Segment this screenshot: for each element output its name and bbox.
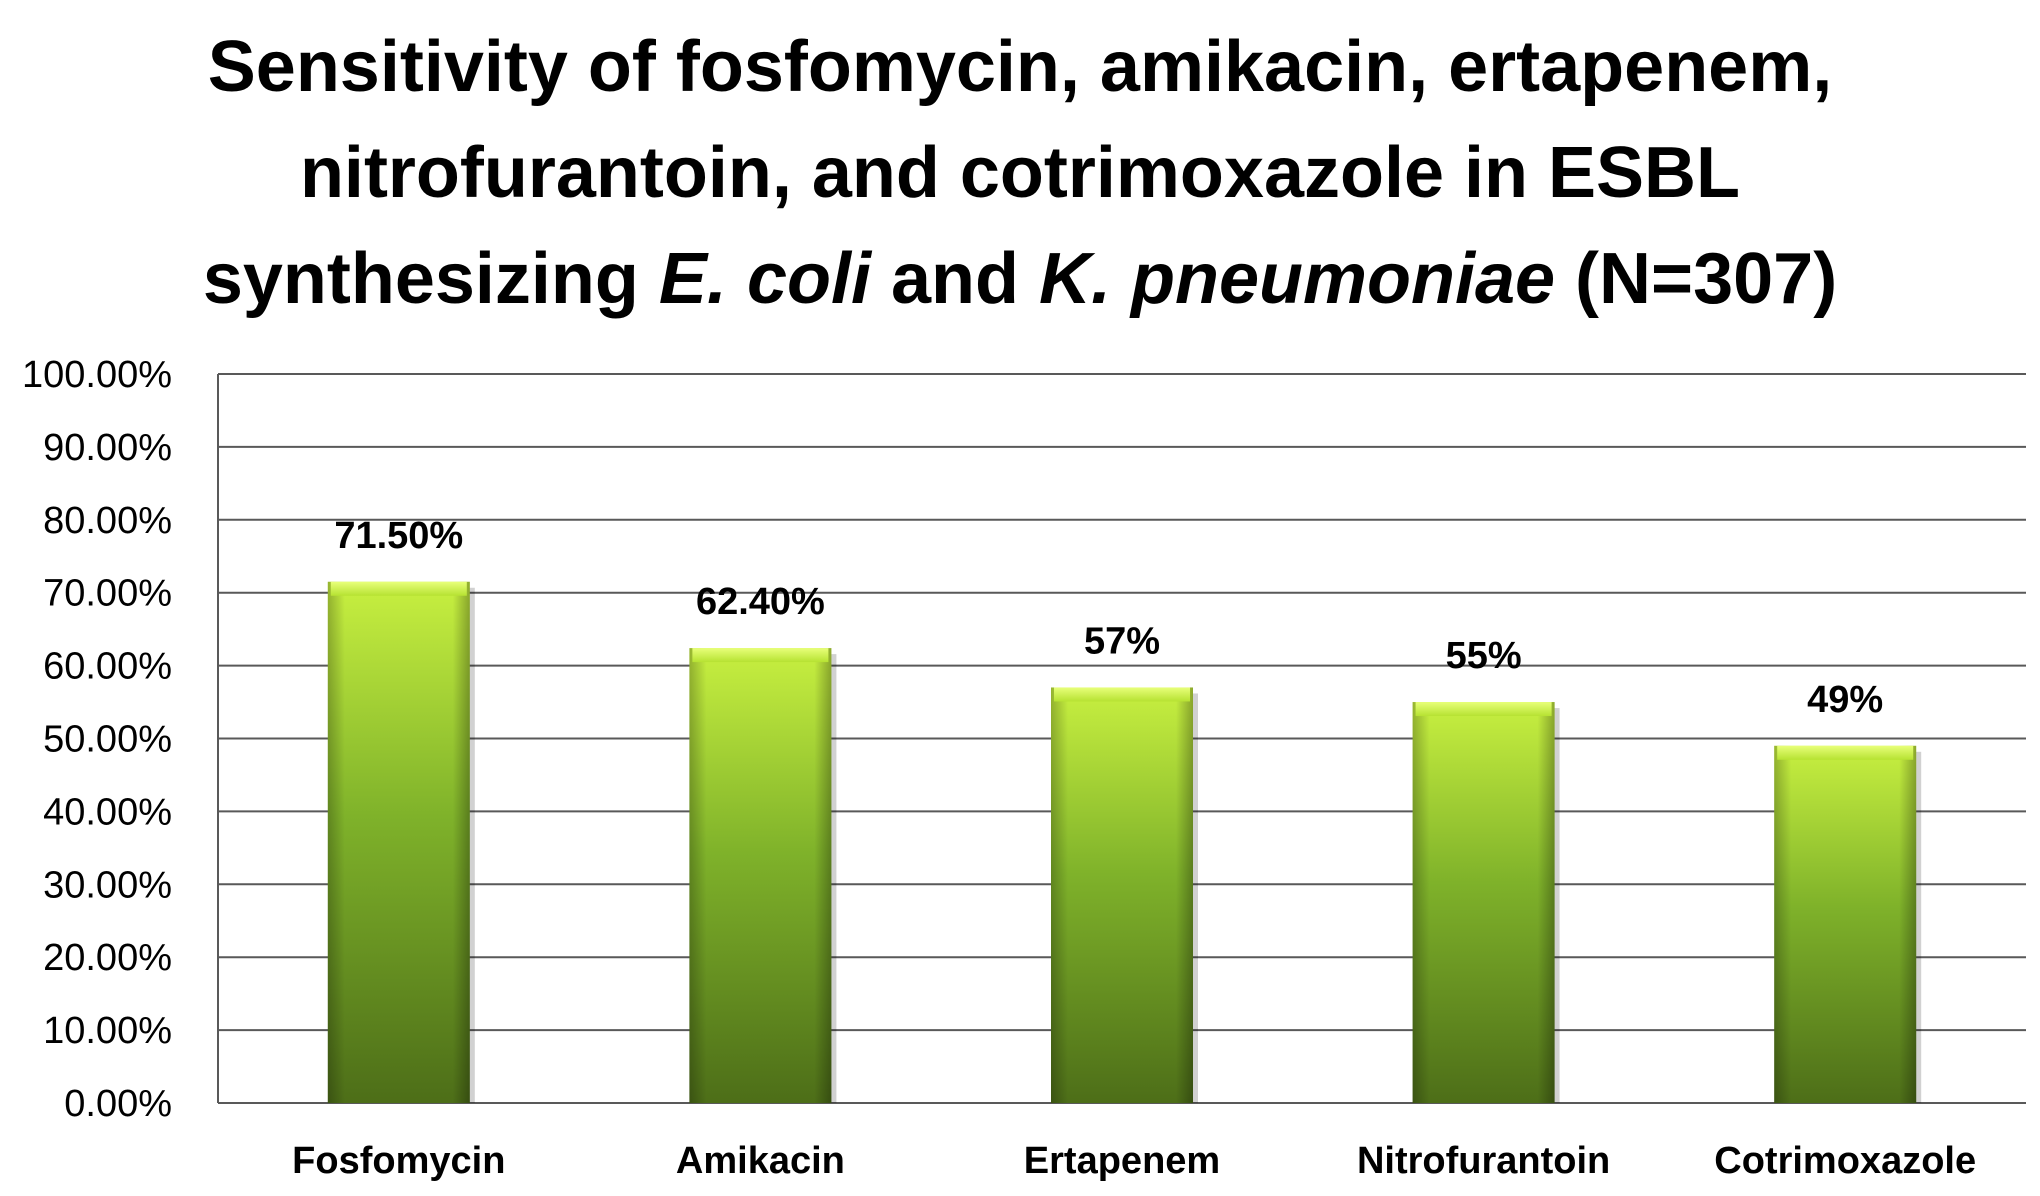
bar-bevel (1051, 687, 1193, 1103)
bar-bevel (1774, 745, 1917, 1103)
bar-nitrofurantoin (1412, 702, 1560, 1103)
chart-title: Sensitivity of fosfomycin, amikacin, ert… (0, 14, 2040, 332)
bar-bevel (327, 581, 470, 1103)
x-tick-label: Fosfomycin (292, 1140, 505, 1182)
x-tick-label: Ertapenem (1024, 1140, 1220, 1182)
bar-bevel (689, 648, 832, 1103)
y-tick-label: 80.00% (43, 500, 172, 542)
y-tick-label: 10.00% (43, 1010, 172, 1052)
y-tick-label: 100.00% (22, 354, 172, 396)
chart-title-text: and (870, 239, 1039, 319)
x-tick-label: Nitrofurantoin (1357, 1140, 1610, 1182)
y-tick-label: 90.00% (43, 427, 172, 469)
bar-fosfomycin (327, 581, 475, 1103)
bar-highlight (330, 581, 467, 596)
chart-title-line-2: nitrofurantoin, and cotrimoxazole in ESB… (299, 133, 1741, 213)
bar-highlight (1777, 745, 1914, 760)
y-tick-label: 60.00% (43, 646, 172, 688)
bar-bevel (1412, 702, 1555, 1103)
chart-title-organism-kpneumoniae: K. pneumoniae (1038, 239, 1556, 319)
x-tick-label: Amikacin (676, 1140, 845, 1182)
bar-ertapenem (1051, 687, 1198, 1103)
y-tick-label: 50.00% (43, 719, 172, 761)
chart-title-text: (N=307) (1555, 239, 1838, 319)
y-tick-label: 20.00% (43, 937, 172, 979)
x-tick-label: Cotrimoxazole (1714, 1140, 1976, 1182)
bar-highlight (1415, 702, 1552, 717)
chart-title-line-3: synthesizing E. coli and K. pneumoniae (… (0, 226, 2040, 332)
bars (327, 581, 1922, 1103)
bar-amikacin (689, 648, 837, 1103)
data-label: 49% (1807, 679, 1883, 721)
y-tick-label: 70.00% (43, 573, 172, 615)
chart-title-text: synthesizing (202, 239, 659, 319)
y-tick-label: 0.00% (64, 1083, 172, 1125)
bar-highlight (1054, 687, 1190, 702)
chart-title-line-1: Sensitivity of fosfomycin, amikacin, ert… (207, 27, 1833, 107)
labels: 0.00% 10.00% 20.00% 30.00% 40.00% 50.00% 60.00… (22, 354, 1976, 1182)
data-label: 57% (1084, 620, 1160, 662)
y-tick-label: 40.00% (43, 791, 172, 833)
data-label: 62.40% (696, 581, 825, 623)
bar-highlight (692, 648, 829, 663)
data-label: 55% (1446, 635, 1522, 677)
y-tick-label: 30.00% (43, 864, 172, 906)
data-label: 71.50% (334, 515, 463, 557)
bar-cotrimoxazole (1774, 745, 1922, 1103)
chart-title-organism-ecoli: E. coli (658, 239, 871, 319)
